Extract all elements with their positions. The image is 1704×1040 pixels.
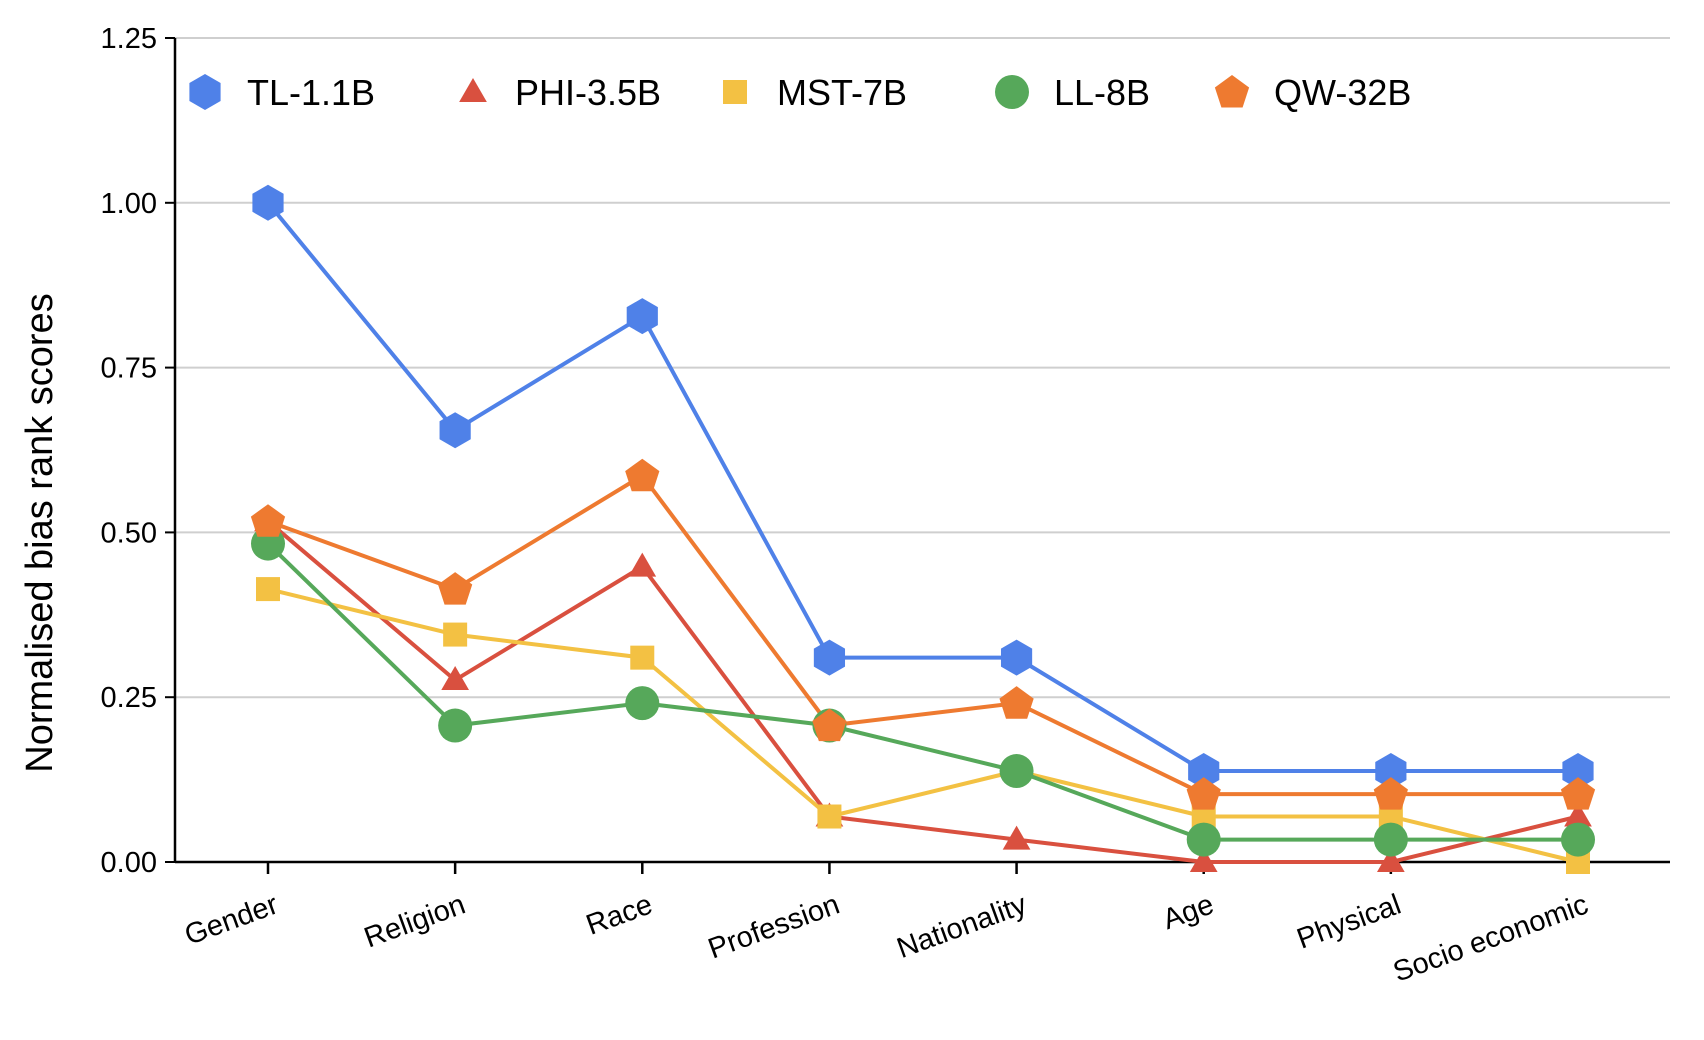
data-point-qw-32b [250, 504, 286, 537]
legend: TL-1.1B PHI-3.5B MST-7B LL-8B QW-32B [189, 72, 1411, 113]
data-point-ll-8b [999, 754, 1034, 789]
data-point-qw-32b [1186, 777, 1221, 810]
legend-marker-circle [995, 75, 1029, 109]
data-point-qw-32b [1560, 777, 1596, 810]
data-point-mst-7b [817, 804, 842, 829]
legend-marker-square [723, 80, 747, 104]
x-tick-label: Profession [704, 889, 844, 966]
series-markers [250, 184, 1596, 874]
legend-marker-triangle [459, 78, 487, 102]
y-tick-label: 1.00 [101, 188, 157, 220]
y-tick-label: 0.50 [101, 517, 157, 549]
series-line-mst-7b [266, 587, 1580, 864]
axes: 0.00 0.25 0.50 0.75 1.00 1.25 Gender Religion Ra… [101, 23, 1670, 989]
data-point-phi-3.5b [1564, 802, 1592, 827]
y-tick-label: 0.00 [101, 847, 157, 879]
data-point-phi-3.5b [1189, 848, 1218, 872]
legend-label: QW-32B [1274, 72, 1411, 113]
x-tick-label: Race [582, 889, 657, 942]
x-tick-label: Physical [1293, 889, 1405, 956]
series-lines [266, 200, 1580, 864]
legend-label: MST-7B [777, 72, 907, 113]
data-point-tl-1.1b [252, 184, 284, 221]
data-point-qw-32b [999, 686, 1034, 719]
data-point-qw-32b [438, 572, 473, 605]
series-line-tl-1.1b [266, 200, 1580, 773]
data-point-ll-8b [1186, 822, 1221, 857]
legend-label: TL-1.1B [247, 72, 375, 113]
x-tick-label: Socio economic [1389, 889, 1592, 989]
series-line-ll-8b [266, 541, 1580, 842]
data-point-mst-7b [630, 645, 655, 670]
x-tick-label: Age [1159, 889, 1218, 937]
data-point-ll-8b [625, 686, 660, 721]
legend-item-mst-7b: MST-7B [723, 72, 907, 113]
data-point-tl-1.1b [439, 412, 471, 449]
data-point-tl-1.1b [1375, 753, 1407, 790]
data-point-phi-3.5b [628, 552, 657, 577]
data-point-qw-32b [625, 458, 660, 492]
series-line-phi-3.5b [266, 519, 1580, 864]
legend-item-tl-1.1b: TL-1.1B [189, 72, 375, 113]
data-point-qw-32b [812, 708, 847, 742]
data-point-tl-1.1b [626, 298, 658, 335]
data-point-phi-3.5b [1002, 825, 1031, 850]
legend-item-ll-8b: LL-8B [995, 72, 1150, 113]
data-point-mst-7b [443, 622, 468, 647]
grid-lines [175, 37, 1670, 699]
x-tick-label: Gender [181, 888, 283, 951]
data-point-mst-7b [256, 577, 280, 602]
y-tick-label: 0.25 [101, 682, 157, 714]
data-point-ll-8b [1373, 822, 1408, 857]
y-axis-title: Normalised bias rank scores [19, 293, 61, 772]
y-tick-label: 0.75 [101, 353, 157, 385]
legend-label: LL-8B [1054, 72, 1150, 113]
series-line-qw-32b [266, 473, 1580, 797]
data-point-tl-1.1b [813, 639, 846, 676]
data-point-qw-32b [1373, 777, 1408, 810]
legend-label: PHI-3.5B [515, 72, 661, 113]
data-point-phi-3.5b [441, 666, 469, 691]
y-tick-label: 1.25 [101, 23, 157, 55]
legend-item-phi-3.5b: PHI-3.5B [459, 72, 661, 113]
x-tick-label: Nationality [893, 888, 1032, 965]
data-point-tl-1.1b [1000, 639, 1033, 676]
data-point-ll-8b [438, 708, 473, 743]
legend-item-qw-32b: QW-32B [1214, 72, 1411, 113]
data-point-tl-1.1b [1188, 753, 1220, 790]
data-point-ll-8b [1561, 822, 1595, 857]
legend-marker-hexagon [189, 74, 221, 110]
data-point-phi-3.5b [1377, 848, 1405, 872]
legend-marker-pentagon [1214, 75, 1250, 108]
x-tick-label: Religion [360, 889, 469, 955]
data-point-tl-1.1b [1562, 753, 1594, 790]
